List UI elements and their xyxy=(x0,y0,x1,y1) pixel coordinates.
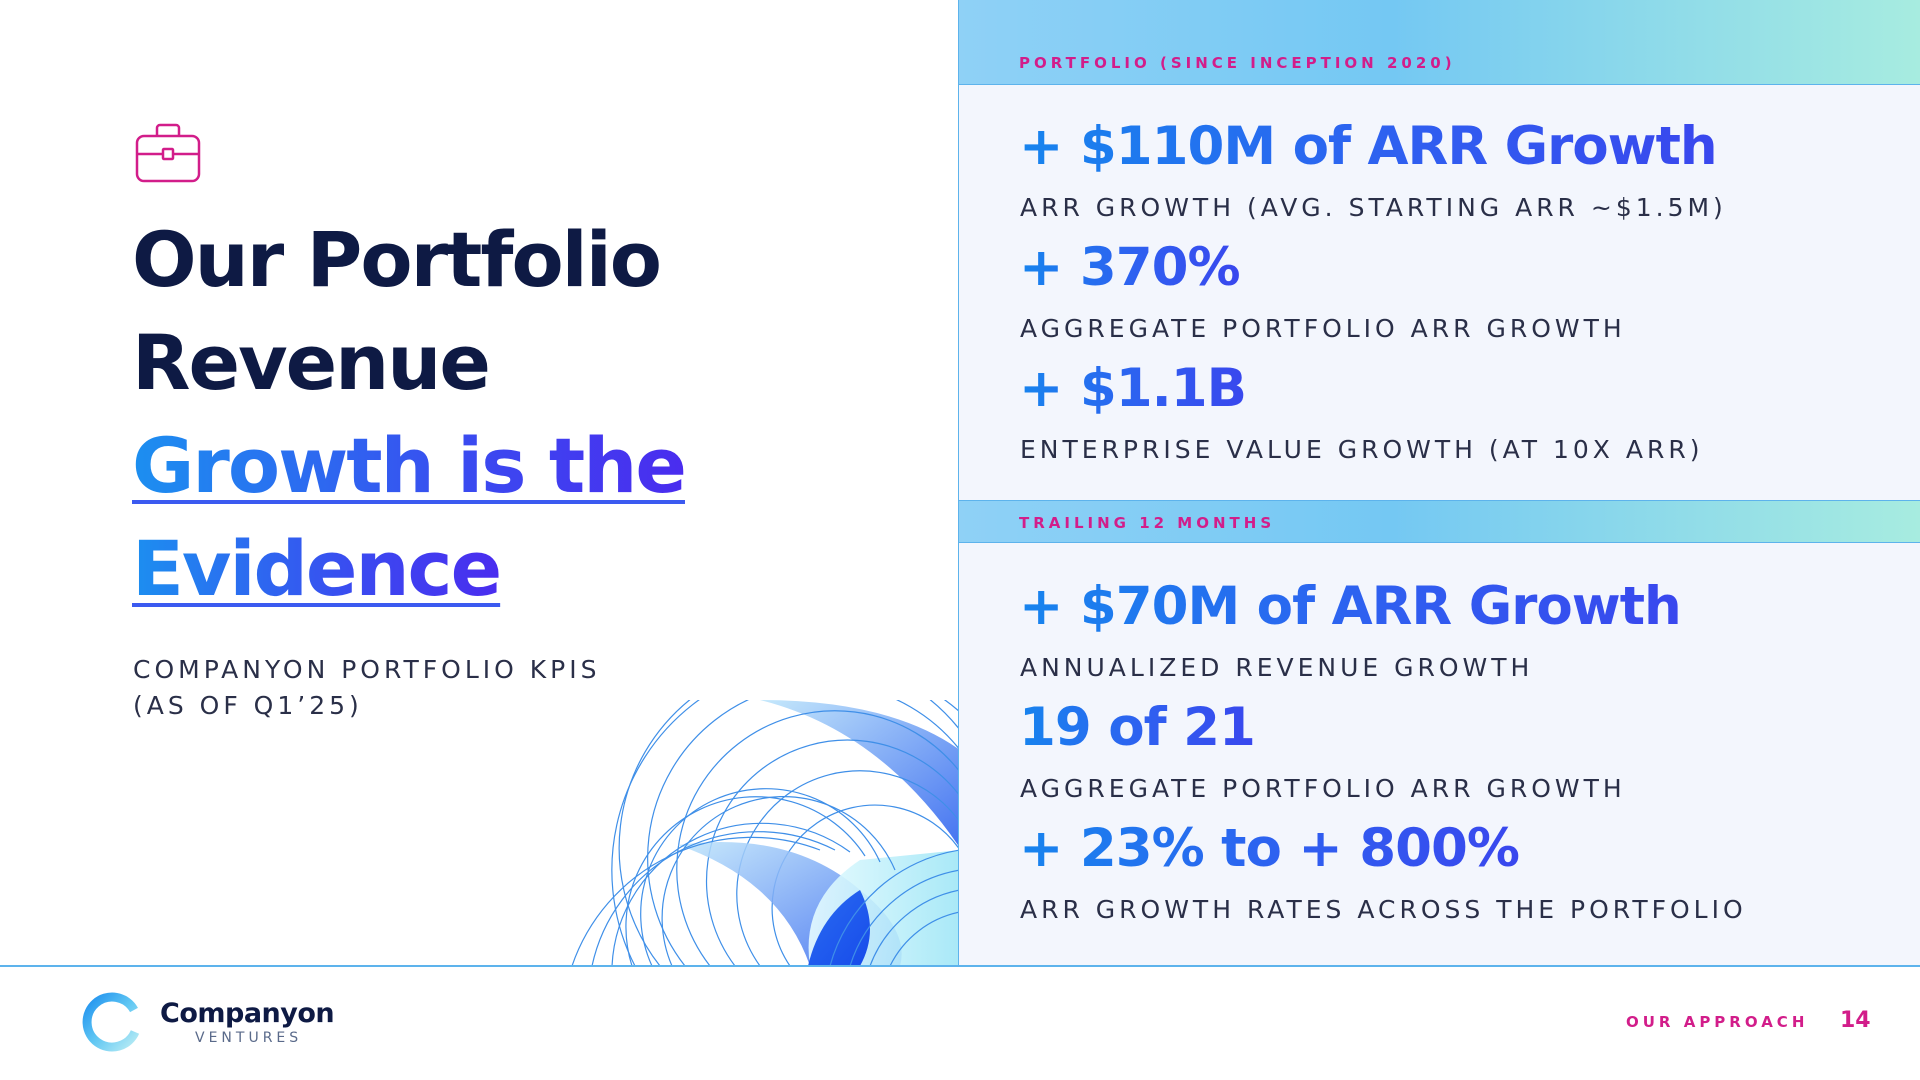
section-label: TRAILING 12 MONTHS xyxy=(1019,514,1276,532)
kpi-label: ENTERPRISE VALUE GROWTH (AT 10X ARR) xyxy=(1020,435,1704,464)
kpi-label: ANNUALIZED REVENUE GROWTH xyxy=(1020,653,1534,682)
section-header: TRAILING 12 MONTHS xyxy=(959,500,1920,543)
subtitle-line: (AS OF Q1’25) xyxy=(133,691,363,720)
kpi-label: ARR GROWTH (AVG. STARTING ARR ~$1.5M) xyxy=(1020,193,1727,222)
kpi-label: AGGREGATE PORTFOLIO ARR GROWTH xyxy=(1020,314,1626,343)
title-accent-line: Growth is the xyxy=(132,421,687,510)
page-title: Our Portfolio Revenue Growth is the Evid… xyxy=(132,208,892,620)
brand-name: Companyon xyxy=(160,998,335,1029)
kpi-value: 19 of 21 xyxy=(1019,697,1256,758)
subtitle: COMPANYON PORTFOLIO KPIS (AS OF Q1’25) xyxy=(133,652,773,724)
kpi-panel: PORTFOLIO (SINCE INCEPTION 2020) + $110M… xyxy=(958,0,1920,966)
kpi-value: + 370% xyxy=(1019,237,1241,298)
title-accent-line: Evidence xyxy=(132,524,502,613)
decorative-arcs xyxy=(571,700,958,966)
kpi-value: + 23% to + 800% xyxy=(1019,818,1520,879)
kpi-label: ARR GROWTH RATES ACROSS THE PORTFOLIO xyxy=(1020,895,1747,924)
title-line: Our Portfolio xyxy=(132,215,662,304)
ring-logo-icon xyxy=(82,992,140,1052)
kpi-label: AGGREGATE PORTFOLIO ARR GROWTH xyxy=(1020,774,1626,803)
section-header: PORTFOLIO (SINCE INCEPTION 2020) xyxy=(959,0,1920,85)
section-label: PORTFOLIO (SINCE INCEPTION 2020) xyxy=(1019,54,1456,72)
footer-section-label: OUR APPROACH xyxy=(1626,1013,1809,1031)
kpi-value: + $1.1B xyxy=(1019,358,1247,419)
footer-divider xyxy=(0,965,1920,967)
brand-subtitle: VENTURES xyxy=(195,1030,303,1046)
page-number: 14 xyxy=(1840,1008,1871,1033)
briefcase-icon xyxy=(135,123,201,183)
title-line: Revenue xyxy=(132,318,491,407)
kpi-value: + $110M of ARR Growth xyxy=(1019,116,1718,177)
subtitle-line: COMPANYON PORTFOLIO KPIS xyxy=(133,655,601,684)
kpi-value: + $70M of ARR Growth xyxy=(1019,576,1682,637)
